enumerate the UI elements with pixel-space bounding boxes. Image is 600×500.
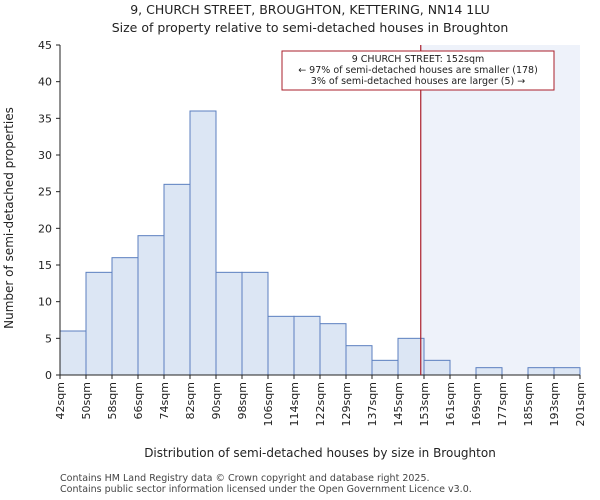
annotation-box bbox=[281, 50, 555, 91]
x-tick-label: 177sqm bbox=[496, 382, 509, 426]
bar-145sqm bbox=[397, 337, 425, 376]
x-tick-label: 201sqm bbox=[574, 382, 587, 426]
bar-42sqm bbox=[59, 330, 87, 376]
bar-58sqm bbox=[111, 257, 139, 376]
x-tick-label: 145sqm bbox=[392, 382, 405, 426]
x-tick-label: 169sqm bbox=[470, 382, 483, 426]
x-tick-label: 193sqm bbox=[548, 382, 561, 426]
x-tick-label: 74sqm bbox=[158, 382, 171, 419]
x-ticks: 42sqm 50sqm 58sqm 66sqm 74sqm 82sqm 90sqm 98sqm… bbox=[54, 375, 587, 426]
annotation-line-1: 9 CHURCH STREET: 152sqm bbox=[352, 54, 485, 65]
x-tick-label: 114sqm bbox=[288, 382, 301, 426]
footer-line-1: Contains HM Land Registry data © Crown c… bbox=[60, 473, 430, 484]
bar-185sqm bbox=[527, 367, 555, 376]
y-axis-label: Number of semi-detached properties bbox=[2, 107, 16, 329]
bar-106sqm bbox=[267, 315, 295, 376]
x-tick-label: 98sqm bbox=[236, 382, 249, 419]
bar-129sqm bbox=[345, 345, 373, 376]
x-tick-label: 58sqm bbox=[106, 382, 119, 419]
y-tick-label: 40 bbox=[38, 76, 52, 89]
bar-90sqm bbox=[215, 271, 243, 376]
x-tick-label: 161sqm bbox=[444, 382, 457, 426]
bar-74sqm bbox=[163, 183, 191, 376]
y-ticks: 0 5 10 15 20 25 30 35 40 45 bbox=[38, 39, 60, 382]
y-tick-label: 25 bbox=[38, 186, 52, 199]
bar-122sqm bbox=[319, 323, 347, 376]
bar-193sqm bbox=[553, 367, 581, 376]
x-tick-label: 185sqm bbox=[522, 382, 535, 426]
y-tick-label: 20 bbox=[38, 222, 52, 235]
bar-169sqm bbox=[475, 367, 503, 376]
chart-title: 9, CHURCH STREET, BROUGHTON, KETTERING, … bbox=[130, 2, 490, 17]
x-axis-label: Distribution of semi-detached houses by … bbox=[144, 446, 496, 460]
larger-region-highlight bbox=[420, 45, 580, 375]
bars-group bbox=[59, 110, 581, 376]
bar-50sqm bbox=[85, 271, 113, 376]
footer-line-2: Contains public sector information licen… bbox=[60, 484, 472, 495]
y-tick-label: 35 bbox=[38, 112, 52, 125]
annotation-line-2: ← 97% of semi-detached houses are smalle… bbox=[298, 65, 538, 76]
y-tick-label: 45 bbox=[38, 39, 52, 52]
x-tick-label: 42sqm bbox=[54, 382, 67, 419]
bar-137sqm bbox=[371, 359, 399, 376]
x-tick-label: 129sqm bbox=[340, 382, 353, 426]
bar-82sqm bbox=[189, 110, 217, 376]
bar-98sqm bbox=[241, 271, 269, 376]
x-tick-label: 106sqm bbox=[262, 382, 275, 426]
bar-66sqm bbox=[137, 235, 165, 376]
y-tick-label: 5 bbox=[45, 332, 52, 345]
bar-153sqm bbox=[423, 359, 451, 376]
x-tick-label: 50sqm bbox=[80, 382, 93, 419]
y-tick-label: 0 bbox=[45, 369, 52, 382]
x-tick-label: 153sqm bbox=[418, 382, 431, 426]
y-tick-label: 30 bbox=[38, 149, 52, 162]
x-tick-label: 66sqm bbox=[132, 382, 145, 419]
bar-114sqm bbox=[293, 315, 321, 376]
chart-subtitle: Size of property relative to semi-detach… bbox=[112, 20, 509, 35]
annotation-line-3: 3% of semi-detached houses are larger (5… bbox=[311, 76, 525, 87]
y-tick-label: 10 bbox=[38, 296, 52, 309]
x-tick-label: 137sqm bbox=[366, 382, 379, 426]
x-tick-label: 82sqm bbox=[184, 382, 197, 419]
x-tick-label: 122sqm bbox=[314, 382, 327, 426]
x-tick-label: 90sqm bbox=[210, 382, 223, 419]
y-tick-label: 15 bbox=[38, 259, 52, 272]
histogram-chart: 9, CHURCH STREET, BROUGHTON, KETTERING, … bbox=[2, 2, 587, 460]
